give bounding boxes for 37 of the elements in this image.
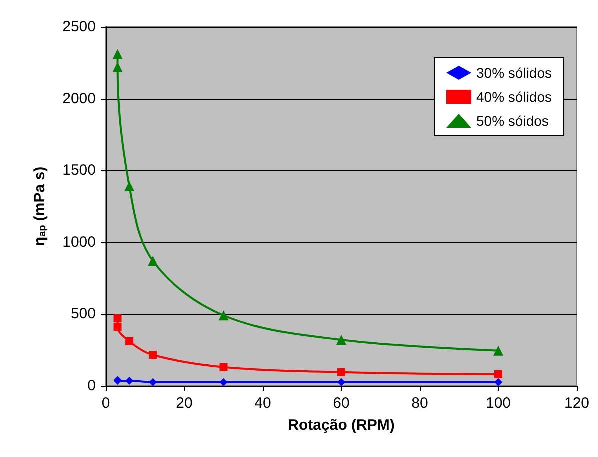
point	[114, 314, 122, 323]
point	[218, 310, 229, 321]
y-tick-label: 0	[88, 378, 96, 394]
x-axis-title: Rotação (RPM)	[288, 417, 395, 434]
point	[494, 346, 504, 356]
point	[220, 363, 228, 372]
y-tick-label: 1500	[62, 162, 96, 180]
point	[494, 370, 502, 379]
y-tick-label: 2500	[62, 18, 96, 36]
x-tick-label: 120	[564, 395, 590, 412]
point	[149, 351, 158, 360]
legend-label: 50% sóidos	[476, 113, 549, 129]
point	[220, 378, 228, 386]
y-axis-title: ηap (mPa s)	[32, 166, 48, 246]
point	[114, 323, 122, 332]
y-tick-label: 500	[70, 306, 96, 323]
point	[126, 337, 134, 346]
point	[338, 368, 346, 376]
y-tick-label: 2000	[62, 90, 96, 108]
x-tick-label: 40	[254, 395, 272, 412]
x-tick-label: 20	[176, 395, 193, 412]
y-tick-label: 1000	[62, 234, 96, 251]
x-tick-label: 0	[102, 395, 110, 412]
legend-label: 40% sólidos	[476, 89, 552, 105]
point	[336, 335, 346, 346]
point	[149, 378, 158, 386]
point	[112, 49, 123, 60]
x-tick-label: 60	[333, 395, 350, 412]
point	[338, 378, 346, 386]
point	[126, 376, 134, 385]
point	[124, 181, 135, 192]
point	[148, 256, 158, 266]
point	[494, 378, 502, 386]
x-tick-label: 80	[412, 395, 428, 412]
legend-label: 30% sólidos	[476, 65, 552, 81]
x-tick-label: 100	[486, 395, 512, 412]
point	[112, 62, 123, 72]
